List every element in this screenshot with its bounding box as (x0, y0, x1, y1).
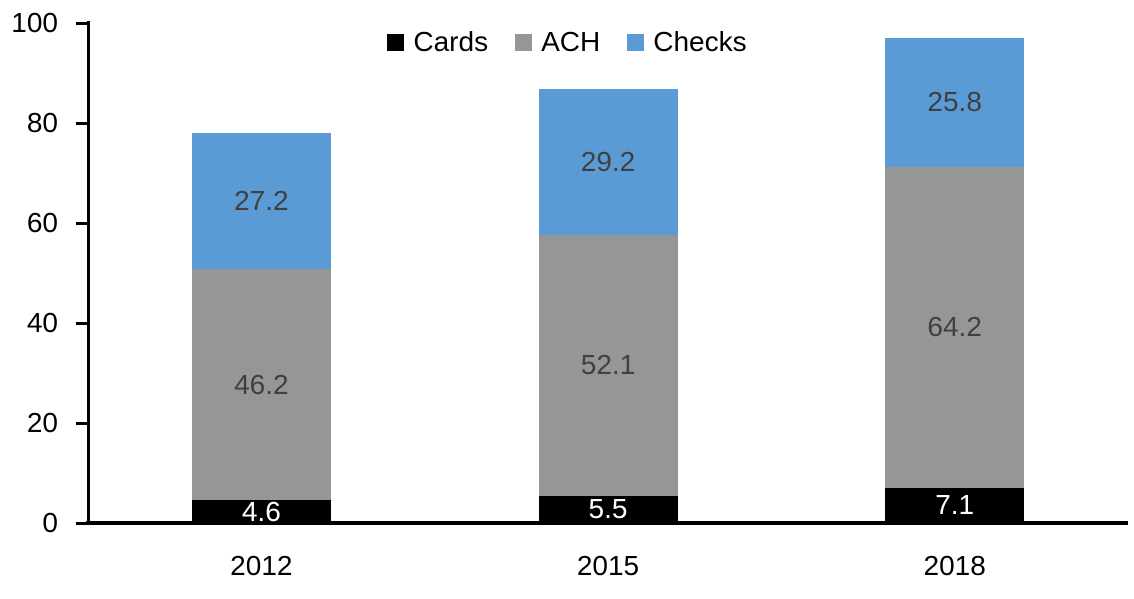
x-axis (86, 521, 1128, 525)
y-axis (87, 21, 90, 525)
bar-value-label: 27.2 (234, 185, 289, 216)
y-tick-label: 80 (26, 107, 58, 138)
bar-2018: 7.1 64.2 25.8 (885, 37, 1025, 523)
y-axis-tick (76, 221, 88, 225)
bar-2015: 5.5 52.1 29.2 (538, 89, 678, 525)
bar-value-label: 7.1 (935, 489, 975, 521)
y-tick-label: 40 (26, 307, 58, 338)
bar-value-label: 25.8 (927, 86, 982, 117)
bar-segment-cards-2012: 4.6 (191, 495, 331, 527)
x-axis-label-2018: 2018 (923, 550, 986, 581)
bar-2012: 4.6 46.2 27.2 (191, 133, 331, 527)
bar-segment-checks-2018: 25.8 (885, 37, 1025, 167)
y-axis-tick (76, 421, 88, 425)
bar-value-label: 5.5 (588, 493, 628, 525)
y-tick-label: 100 (11, 7, 58, 38)
bar-segment-checks-2015: 29.2 (538, 89, 678, 235)
y-axis-tick (76, 521, 88, 525)
y-axis-tick (76, 121, 88, 125)
y-tick-label: 20 (26, 407, 58, 438)
bar-value-label: 64.2 (927, 311, 982, 342)
y-axis-tick (76, 321, 88, 325)
y-tick-label: 0 (42, 507, 58, 538)
bar-segment-ach-2018: 64.2 (885, 166, 1025, 488)
bar-value-label: 46.2 (234, 368, 289, 400)
x-axis-label-2012: 2012 (230, 550, 293, 581)
bar-value-label: 4.6 (241, 495, 281, 527)
bar-segment-checks-2012: 27.2 (191, 133, 331, 269)
bar-segment-ach-2012: 46.2 (191, 269, 331, 500)
y-axis-tick (76, 21, 88, 25)
bar-segment-cards-2018: 7.1 (885, 487, 1025, 523)
x-axis-label-2015: 2015 (576, 550, 640, 581)
bar-value-label: 52.1 (580, 349, 636, 381)
bar-value-label: 29.2 (580, 146, 636, 177)
bar-segment-cards-2015: 5.5 (538, 493, 678, 525)
bar-segment-ach-2015: 52.1 (538, 235, 678, 496)
y-tick-label: 60 (26, 207, 58, 238)
